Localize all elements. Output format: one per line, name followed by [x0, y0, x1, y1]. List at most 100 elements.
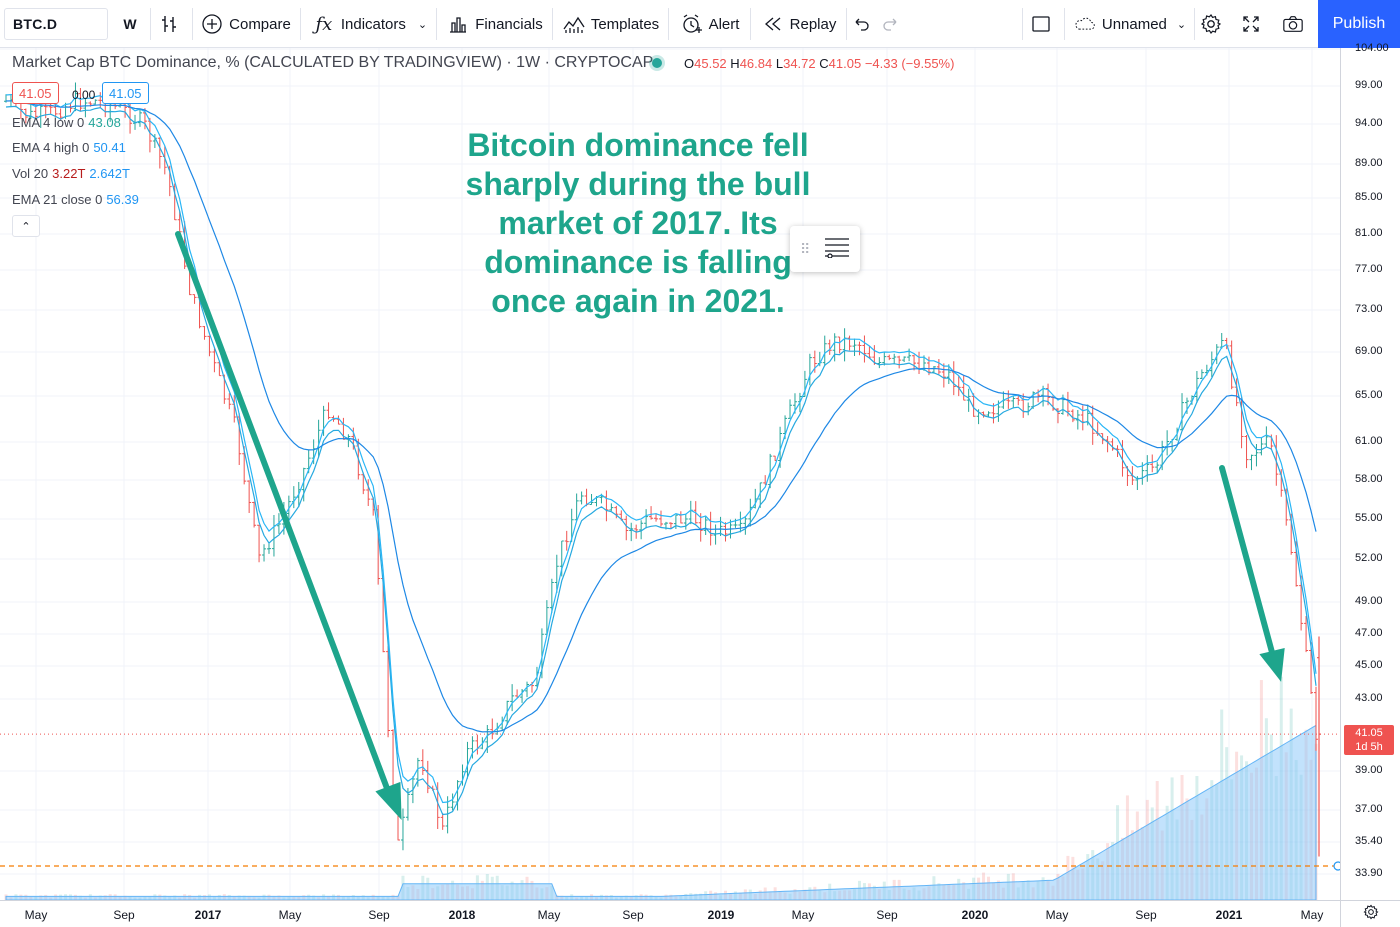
- gear-icon: [1363, 904, 1379, 925]
- price-bar: [837, 336, 842, 354]
- price-bar: [549, 578, 554, 613]
- buy-price-button[interactable]: 41.05: [102, 82, 149, 104]
- time-tick-label: Sep: [368, 908, 390, 922]
- price-tick-label: 77.00: [1355, 263, 1383, 275]
- time-tick-label: Sep: [1135, 908, 1157, 922]
- object-settings-icon[interactable]: [823, 236, 851, 263]
- toolbar-divider: [750, 8, 751, 40]
- toolbar-divider: [668, 8, 669, 40]
- indicator-value: 50.41: [93, 140, 126, 155]
- price-bar: [579, 491, 584, 505]
- price-bar: [321, 405, 326, 436]
- indicator-name: EMA 21 close 0: [12, 192, 103, 207]
- indicator-name: EMA 4 high 0: [12, 140, 90, 155]
- price-tick-label: 65.00: [1355, 389, 1383, 401]
- publish-button[interactable]: Publish: [1318, 0, 1400, 48]
- time-tick-label: Sep: [113, 908, 135, 922]
- indicator-ema-4-low[interactable]: EMA 4 low 0 43.08: [12, 115, 121, 130]
- open-value: 45.52: [694, 56, 727, 71]
- price-bar: [262, 544, 267, 562]
- redo-icon: [880, 13, 902, 35]
- financials-button[interactable]: Financials: [442, 0, 548, 48]
- plus-circle-icon: [201, 13, 223, 35]
- price-bar: [688, 500, 693, 525]
- compare-button[interactable]: Compare: [196, 0, 296, 48]
- price-bar: [827, 339, 832, 355]
- time-tick-label: May: [1045, 908, 1069, 922]
- price-bar: [624, 515, 629, 541]
- alert-button[interactable]: Alert: [674, 0, 746, 48]
- price-bar: [93, 99, 98, 105]
- price-bar: [936, 358, 941, 375]
- trend-arrow-left: [175, 231, 402, 820]
- price-bar: [525, 681, 530, 698]
- bar-style-button[interactable]: [156, 0, 188, 48]
- price-bar: [609, 503, 614, 511]
- price-bar: [137, 108, 142, 127]
- price-bar: [1244, 435, 1249, 469]
- price-bar: [1011, 396, 1016, 409]
- settings-button[interactable]: [1198, 0, 1230, 48]
- price-bar: [1314, 686, 1318, 751]
- indicator-ema-4-high[interactable]: EMA 4 high 0 50.41: [12, 140, 126, 155]
- indicator-ema-21-close[interactable]: EMA 21 close 0 56.39: [12, 192, 139, 207]
- price-bar: [912, 354, 917, 371]
- price-bar: [326, 402, 331, 420]
- sell-price-button[interactable]: 41.05: [12, 82, 59, 104]
- price-bar: [847, 335, 852, 351]
- indicators-button[interactable]: ƒx Indicators ⌄: [306, 0, 434, 48]
- toolbar-divider: [436, 8, 437, 40]
- market-status-dot[interactable]: [652, 58, 662, 68]
- chart-settings-corner[interactable]: [1340, 900, 1400, 927]
- price-bar: [386, 646, 391, 738]
- floating-drawing-toolbar[interactable]: ⠿: [790, 226, 860, 272]
- layout-select-button[interactable]: [1028, 0, 1060, 48]
- price-tick-label: 99.00: [1355, 79, 1383, 91]
- price-tick-label: 104.00: [1355, 42, 1389, 54]
- indicator-volume[interactable]: Vol 20 3.22T 2.642T: [12, 166, 130, 181]
- price-bar: [564, 530, 569, 551]
- price-bar: [202, 326, 207, 340]
- price-bar: [83, 98, 88, 118]
- chevron-down-icon: ⌄: [417, 18, 428, 31]
- price-tick-label: 35.40: [1355, 835, 1383, 847]
- price-bar: [832, 333, 837, 362]
- indicator-value: 56.39: [106, 192, 139, 207]
- templates-label: Templates: [590, 15, 660, 33]
- financials-label: Financials: [475, 15, 543, 33]
- layout-name-button[interactable]: Unnamed ⌄: [1068, 0, 1192, 48]
- collapse-legend-button[interactable]: ⌃: [12, 215, 40, 237]
- price-bar: [1070, 409, 1075, 423]
- time-tick-label: May: [1300, 908, 1324, 922]
- fullscreen-button[interactable]: [1238, 0, 1270, 48]
- templates-button[interactable]: Templates: [558, 0, 664, 48]
- chart-annotation-text[interactable]: Bitcoin dominance fell sharply during th…: [465, 127, 811, 319]
- price-tick-label: 81.00: [1355, 227, 1383, 239]
- replay-button[interactable]: Replay: [756, 0, 842, 48]
- price-bar: [604, 490, 609, 522]
- price-bar: [1006, 390, 1011, 409]
- chart-title[interactable]: Market Cap BTC Dominance, % (CALCULATED …: [12, 54, 654, 71]
- undo-button[interactable]: [850, 0, 878, 48]
- redo-button[interactable]: [880, 0, 908, 48]
- drag-handle-icon[interactable]: ⠿: [800, 240, 810, 257]
- price-tick-label: 89.00: [1355, 157, 1383, 169]
- price-chart[interactable]: [0, 48, 1340, 900]
- snapshot-button[interactable]: [1278, 0, 1314, 48]
- price-bar: [926, 356, 931, 376]
- price-axis[interactable]: [1340, 48, 1400, 900]
- price-bar: [971, 393, 976, 417]
- interval-button[interactable]: W: [123, 16, 137, 32]
- price-tick-label: 43.00: [1355, 692, 1383, 704]
- price-bar: [301, 467, 306, 502]
- price-bar: [902, 356, 907, 363]
- symbol-search[interactable]: BTC.D: [4, 8, 108, 40]
- price-bar: [917, 351, 922, 374]
- price-tick-label: 39.00: [1355, 764, 1383, 776]
- time-axis[interactable]: [0, 900, 1340, 927]
- price-tick-label: 33.90: [1355, 867, 1383, 879]
- price-bar: [1055, 408, 1060, 424]
- close-label: C: [819, 56, 829, 71]
- price-bar: [247, 480, 252, 514]
- price-bar: [98, 92, 103, 109]
